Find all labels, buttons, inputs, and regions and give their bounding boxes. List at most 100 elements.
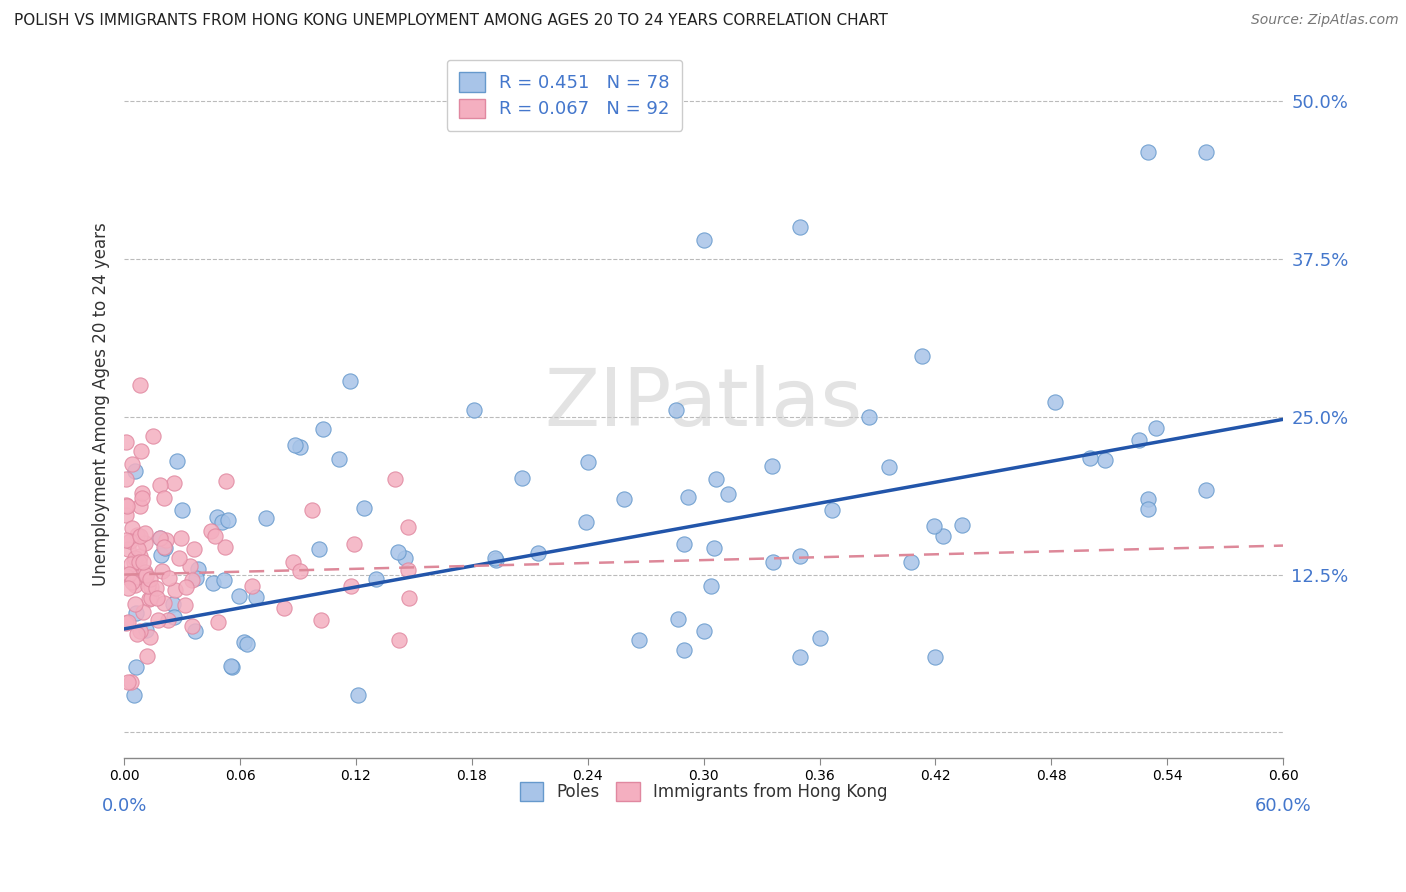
Point — [150, 564, 173, 578]
Point — [149, 531, 172, 545]
Point — [170, 531, 193, 545]
Point — [924, 649, 946, 664]
Point — [187, 561, 209, 575]
Point — [153, 541, 176, 556]
Point — [339, 374, 361, 388]
Point — [789, 220, 811, 235]
Point — [138, 592, 160, 607]
Y-axis label: Unemployment Among Ages 20 to 24 years: Unemployment Among Ages 20 to 24 years — [93, 222, 110, 586]
Point — [301, 502, 323, 516]
Point — [396, 563, 419, 577]
Point — [181, 619, 204, 633]
Point — [118, 566, 141, 581]
Point — [200, 524, 222, 538]
Point — [145, 581, 167, 595]
Point — [172, 503, 194, 517]
Point — [135, 568, 157, 582]
Point — [228, 589, 250, 603]
Point — [202, 576, 225, 591]
Point — [163, 610, 186, 624]
Point — [877, 459, 900, 474]
Point — [273, 600, 295, 615]
Point — [122, 555, 145, 569]
Point — [135, 569, 157, 583]
Point — [146, 613, 169, 627]
Point — [173, 598, 195, 612]
Point — [205, 510, 228, 524]
Point — [117, 581, 139, 595]
Point — [676, 490, 699, 504]
Point — [717, 487, 740, 501]
Point — [124, 464, 146, 478]
Point — [115, 615, 138, 630]
Point — [115, 435, 138, 450]
Point — [132, 605, 155, 619]
Point — [1136, 145, 1159, 159]
Point — [1078, 450, 1101, 465]
Point — [527, 546, 550, 560]
Point — [139, 580, 162, 594]
Point — [139, 591, 162, 606]
Point — [139, 630, 162, 644]
Point — [115, 499, 138, 513]
Point — [149, 478, 172, 492]
Point — [135, 648, 157, 663]
Point — [666, 612, 689, 626]
Point — [364, 572, 387, 586]
Point — [131, 444, 153, 458]
Point — [576, 455, 599, 469]
Point — [950, 518, 973, 533]
Point — [142, 428, 165, 442]
Point — [125, 660, 148, 674]
Point — [153, 491, 176, 505]
Point — [340, 579, 363, 593]
Point — [394, 550, 416, 565]
Text: 60.0%: 60.0% — [1254, 797, 1312, 814]
Point — [221, 659, 243, 673]
Point — [122, 688, 145, 702]
Point — [214, 540, 236, 554]
Point — [120, 674, 142, 689]
Point — [183, 624, 205, 638]
Point — [1195, 145, 1218, 159]
Point — [124, 550, 146, 565]
Point — [118, 533, 141, 548]
Point — [789, 549, 811, 564]
Point — [463, 402, 485, 417]
Point — [821, 503, 844, 517]
Point — [245, 591, 267, 605]
Text: Source: ZipAtlas.com: Source: ZipAtlas.com — [1251, 13, 1399, 28]
Point — [398, 591, 420, 606]
Point — [155, 533, 177, 547]
Point — [308, 541, 330, 556]
Point — [167, 550, 190, 565]
Point — [129, 624, 152, 638]
Point — [922, 519, 945, 533]
Point — [328, 451, 350, 466]
Point — [1043, 395, 1066, 409]
Point — [343, 537, 366, 551]
Point — [150, 548, 173, 562]
Point — [284, 438, 307, 452]
Point — [157, 571, 180, 585]
Point — [132, 555, 155, 569]
Point — [131, 491, 153, 505]
Point — [1128, 434, 1150, 448]
Point — [900, 555, 922, 569]
Point — [115, 499, 138, 513]
Point — [761, 459, 783, 474]
Point — [211, 515, 233, 529]
Point — [117, 615, 139, 630]
Point — [762, 555, 785, 569]
Point — [125, 569, 148, 583]
Point — [283, 555, 305, 569]
Point — [789, 649, 811, 664]
Point — [120, 558, 142, 572]
Point — [166, 454, 188, 468]
Point — [692, 624, 714, 639]
Point — [115, 569, 138, 583]
Point — [1136, 501, 1159, 516]
Point — [673, 537, 696, 551]
Point — [157, 613, 180, 627]
Point — [121, 574, 143, 589]
